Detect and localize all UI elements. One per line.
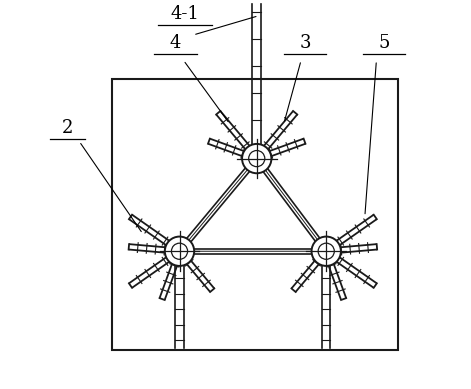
Circle shape bbox=[165, 237, 194, 266]
Bar bbox=[112, 79, 398, 350]
Text: 4-1: 4-1 bbox=[171, 5, 200, 23]
Text: 4: 4 bbox=[170, 34, 181, 53]
Circle shape bbox=[311, 237, 341, 266]
Text: 3: 3 bbox=[299, 34, 311, 53]
Text: 2: 2 bbox=[62, 119, 73, 137]
Text: 5: 5 bbox=[379, 34, 390, 53]
Circle shape bbox=[242, 144, 271, 173]
